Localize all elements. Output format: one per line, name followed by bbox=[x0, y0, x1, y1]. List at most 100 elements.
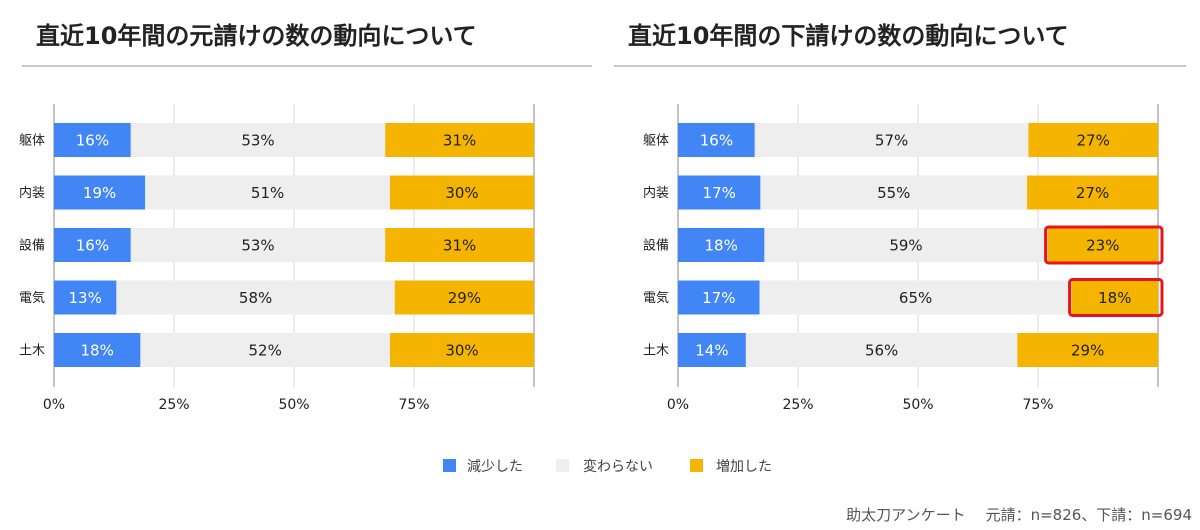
x-tick-label-25: 25% bbox=[782, 397, 813, 413]
survey-footnote: 助太刀アンケート 元請：n=826、下請：n=694 bbox=[846, 506, 1192, 524]
x-tick-label-75: 75% bbox=[1022, 397, 1053, 413]
value-unit: % bbox=[102, 184, 116, 202]
value-label-increase-row-3: 31% bbox=[443, 237, 476, 255]
value-label-increase-row-5: 30% bbox=[445, 342, 478, 360]
sample-sizes: 元請：n=826、下請：n=694 bbox=[986, 506, 1192, 524]
category-label-row-4: 電気 bbox=[643, 290, 669, 306]
value-number: 18 bbox=[1098, 289, 1117, 307]
bar-unchanged-row-1 bbox=[130, 123, 386, 157]
value-label-unchanged-row-3: 53% bbox=[241, 237, 274, 255]
legend-item-increase: 増加した bbox=[690, 459, 772, 475]
value-unit: % bbox=[268, 342, 282, 360]
x-tick-label-0: 0% bbox=[667, 397, 689, 413]
value-label-decrease-row-5: 14% bbox=[695, 342, 728, 360]
value-unit: % bbox=[908, 237, 922, 255]
motouke-chart-title: 直近10年間の元請けの数の動向について bbox=[36, 22, 477, 50]
value-number: 17 bbox=[703, 184, 722, 202]
value-unit: % bbox=[260, 237, 274, 255]
bar-decrease-row-2 bbox=[678, 175, 761, 210]
bar-unchanged-row-3 bbox=[764, 228, 1048, 262]
legend-item-unchanged: 変わらない bbox=[556, 458, 653, 475]
value-unit: % bbox=[95, 237, 109, 255]
value-label-decrease-row-4: 13% bbox=[69, 289, 102, 307]
legend-label-increase: 増加した bbox=[716, 459, 772, 475]
value-unit: % bbox=[714, 342, 728, 360]
bar-increase-row-3 bbox=[1047, 228, 1158, 262]
bar-decrease-row-4 bbox=[678, 280, 760, 315]
value-label-decrease-row-3: 16% bbox=[76, 237, 109, 255]
bar-unchanged-row-2 bbox=[145, 175, 390, 210]
bar-decrease-row-5 bbox=[678, 333, 746, 367]
bar-increase-row-3 bbox=[385, 228, 534, 262]
shitauke-chart: 直近10年間の下請けの数の動向について 0% 25% 50% 75%躯体 16% 57% 2… bbox=[614, 22, 1186, 413]
value-unit: % bbox=[462, 237, 476, 255]
legend-swatch-unchanged bbox=[556, 459, 569, 472]
value-label-unchanged-row-5: 52% bbox=[249, 342, 282, 360]
legend-item-decrease: 減少した bbox=[443, 458, 523, 475]
value-label-unchanged-row-1: 57% bbox=[875, 132, 908, 150]
bar-decrease-row-2 bbox=[54, 175, 146, 210]
value-label-unchanged-row-2: 51% bbox=[251, 184, 284, 202]
value-unit: % bbox=[464, 184, 478, 202]
x-tick-label-0: 0% bbox=[43, 397, 65, 413]
value-unit: % bbox=[722, 184, 736, 202]
highlight-box-row-4 bbox=[1068, 278, 1164, 317]
shitauke-chart-title: 直近10年間の下請けの数の動向について bbox=[628, 22, 1069, 50]
value-number: 16 bbox=[76, 132, 95, 150]
value-unit: % bbox=[894, 132, 908, 150]
value-unit: % bbox=[896, 184, 910, 202]
value-number: 55 bbox=[877, 184, 896, 202]
value-number: 52 bbox=[249, 342, 268, 360]
legend-swatch-increase bbox=[690, 459, 703, 472]
value-number: 18 bbox=[705, 237, 724, 255]
value-label-increase-row-4: 29% bbox=[448, 289, 481, 307]
value-label-increase-row-2: 27% bbox=[1076, 184, 1109, 202]
bar-unchanged-row-5 bbox=[745, 333, 1018, 367]
value-label-decrease-row-1: 16% bbox=[76, 132, 109, 150]
value-label-decrease-row-4: 17% bbox=[702, 289, 735, 307]
bar-decrease-row-3 bbox=[54, 228, 131, 262]
bar-increase-row-5 bbox=[390, 333, 534, 367]
value-label-unchanged-row-1: 53% bbox=[241, 132, 274, 150]
value-label-unchanged-row-3: 59% bbox=[889, 237, 922, 255]
value-number: 17 bbox=[702, 289, 721, 307]
value-unit: % bbox=[270, 184, 284, 202]
bar-increase-row-2 bbox=[1027, 175, 1158, 210]
value-number: 16 bbox=[76, 237, 95, 255]
value-label-increase-row-3: 23% bbox=[1086, 237, 1119, 255]
value-number: 29 bbox=[448, 289, 467, 307]
value-label-increase-row-4: 18% bbox=[1098, 289, 1131, 307]
value-unit: % bbox=[260, 132, 274, 150]
motouke-plot-area: 0% 25% 50% 75%躯体 16% 53% 31%内装 19% 51% 30%設備 16% 53… bbox=[19, 104, 535, 413]
value-number: 31 bbox=[443, 237, 462, 255]
bar-increase-row-2 bbox=[390, 175, 534, 210]
value-unit: % bbox=[1096, 132, 1110, 150]
value-number: 18 bbox=[81, 342, 100, 360]
value-unit: % bbox=[95, 132, 109, 150]
value-number: 27 bbox=[1077, 132, 1096, 150]
bar-unchanged-row-3 bbox=[130, 228, 386, 262]
value-number: 65 bbox=[899, 289, 918, 307]
value-number: 57 bbox=[875, 132, 894, 150]
value-label-unchanged-row-5: 56% bbox=[865, 342, 898, 360]
value-number: 53 bbox=[241, 237, 260, 255]
bar-decrease-row-4 bbox=[54, 280, 117, 315]
bar-unchanged-row-4 bbox=[759, 280, 1072, 315]
value-number: 13 bbox=[69, 289, 88, 307]
bar-decrease-row-1 bbox=[678, 123, 755, 157]
value-unit: % bbox=[1095, 184, 1109, 202]
value-label-increase-row-5: 29% bbox=[1071, 342, 1104, 360]
value-label-unchanged-row-2: 55% bbox=[877, 184, 910, 202]
value-number: 27 bbox=[1076, 184, 1095, 202]
legend-label-unchanged: 変わらない bbox=[583, 458, 653, 475]
value-number: 14 bbox=[695, 342, 714, 360]
bar-unchanged-row-5 bbox=[140, 333, 390, 367]
x-tick-label-50: 50% bbox=[278, 397, 309, 413]
value-label-decrease-row-2: 17% bbox=[703, 184, 736, 202]
highlight-box-row-3 bbox=[1044, 225, 1164, 265]
bar-unchanged-row-1 bbox=[754, 123, 1029, 157]
bar-unchanged-row-2 bbox=[760, 175, 1028, 210]
x-tick-label-75: 75% bbox=[398, 397, 429, 413]
category-label-row-1: 躯体 bbox=[19, 133, 45, 149]
value-number: 23 bbox=[1086, 237, 1105, 255]
